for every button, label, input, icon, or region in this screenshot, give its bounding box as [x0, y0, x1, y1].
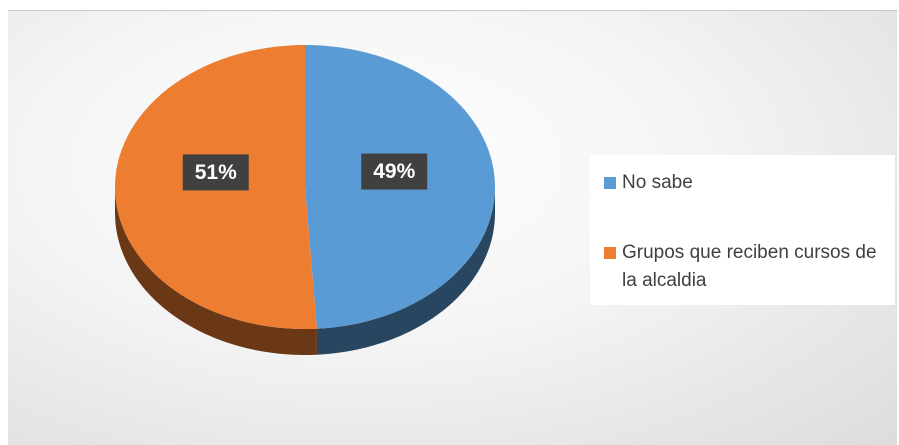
data-label: 51% [195, 161, 237, 184]
data-label: 49% [373, 160, 415, 183]
pie-side [316, 187, 495, 355]
legend-entry: No sabe [604, 169, 884, 197]
pie-side [115, 187, 317, 355]
data-label-box [182, 154, 249, 191]
legend-swatch [604, 247, 616, 259]
legend-label: Grupos que reciben cursos de la alcaldia [622, 242, 877, 291]
legend-entry: Grupos que reciben cursos de la alcaldia [604, 239, 884, 295]
data-label-box [361, 153, 428, 190]
legend-label: No sabe [622, 172, 693, 193]
legend: No sabe Grupos que reciben cursos de la … [590, 155, 895, 305]
legend-swatch [604, 177, 616, 189]
